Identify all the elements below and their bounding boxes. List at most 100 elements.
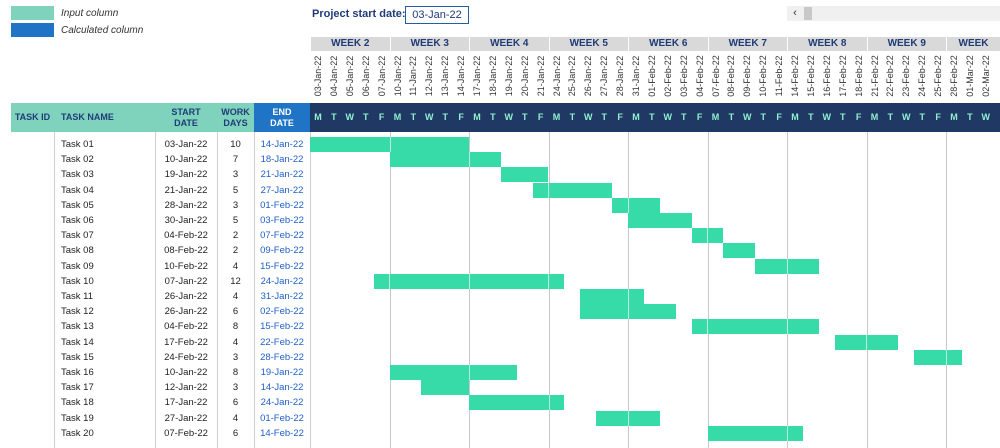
- start-date-cell[interactable]: 12-Jan-22: [164, 382, 208, 394]
- end-date-cell[interactable]: 28-Feb-22: [260, 351, 304, 363]
- work-days-cell[interactable]: 12: [230, 275, 241, 287]
- work-days-cell[interactable]: 10: [230, 139, 241, 150]
- end-date-cell[interactable]: 31-Jan-22: [260, 291, 304, 302]
- task-name-cell[interactable]: Task 15: [61, 351, 94, 363]
- gantt-bar[interactable]: [469, 395, 565, 411]
- task-name-cell[interactable]: Task 07: [61, 230, 94, 242]
- end-date-cell[interactable]: 19-Jan-22: [260, 367, 304, 378]
- project-start-date-input[interactable]: 03-Jan-22: [405, 6, 469, 24]
- end-date-cell[interactable]: 14-Jan-22: [260, 139, 304, 150]
- start-date-cell[interactable]: 24-Feb-22: [164, 351, 208, 363]
- work-days-cell[interactable]: 8: [232, 321, 239, 333]
- end-date-cell[interactable]: 24-Jan-22: [260, 397, 304, 409]
- task-name-cell[interactable]: Task 18: [61, 397, 94, 409]
- work-days-cell[interactable]: 3: [232, 169, 239, 181]
- start-date-cell[interactable]: 08-Feb-22: [164, 245, 208, 257]
- end-date-cell[interactable]: 02-Feb-22: [260, 306, 304, 318]
- task-name-cell[interactable]: Task 13: [61, 321, 94, 333]
- gantt-bar[interactable]: [580, 304, 676, 320]
- gantt-bar[interactable]: [914, 349, 962, 365]
- gantt-bar[interactable]: [723, 243, 756, 259]
- task-name-cell[interactable]: Task 04: [61, 184, 94, 196]
- work-days-cell[interactable]: 3: [232, 382, 239, 394]
- task-name-cell[interactable]: Task 02: [61, 154, 94, 166]
- gantt-bar[interactable]: [628, 213, 692, 228]
- start-date-cell[interactable]: 21-Jan-22: [164, 184, 208, 196]
- end-date-cell[interactable]: 01-Feb-22: [260, 199, 304, 211]
- end-date-cell[interactable]: 22-Feb-22: [260, 336, 304, 348]
- work-days-cell[interactable]: 3: [232, 199, 239, 211]
- end-date-cell[interactable]: 15-Feb-22: [260, 321, 304, 333]
- scroll-left-arrow-icon[interactable]: ‹: [787, 6, 803, 21]
- gantt-bar[interactable]: [421, 380, 469, 396]
- end-date-cell[interactable]: 14-Jan-22: [260, 382, 304, 394]
- end-date-cell[interactable]: 01-Feb-22: [260, 412, 304, 424]
- task-name-cell[interactable]: Task 16: [61, 367, 94, 378]
- task-name-cell[interactable]: Task 08: [61, 245, 94, 257]
- start-date-cell[interactable]: 17-Feb-22: [164, 336, 208, 348]
- start-date-cell[interactable]: 04-Feb-22: [164, 230, 208, 242]
- task-name-cell[interactable]: Task 06: [61, 215, 94, 226]
- work-days-cell[interactable]: 6: [232, 306, 239, 318]
- gantt-bar[interactable]: [389, 365, 517, 380]
- gantt-bar[interactable]: [580, 289, 644, 304]
- work-days-cell[interactable]: 3: [232, 351, 239, 363]
- gantt-bar[interactable]: [691, 228, 724, 244]
- task-name-cell[interactable]: Task 05: [61, 199, 94, 211]
- task-name-cell[interactable]: Task 03: [61, 169, 94, 181]
- gantt-bar[interactable]: [707, 425, 803, 441]
- start-date-cell[interactable]: 10-Jan-22: [164, 154, 208, 166]
- gantt-bar[interactable]: [532, 182, 613, 198]
- start-date-cell[interactable]: 07-Feb-22: [164, 427, 208, 439]
- start-date-cell[interactable]: 27-Jan-22: [164, 412, 208, 424]
- start-date-cell[interactable]: 30-Jan-22: [164, 215, 208, 226]
- end-date-cell[interactable]: 03-Feb-22: [260, 215, 304, 226]
- task-name-cell[interactable]: Task 01: [61, 139, 94, 150]
- task-name-cell[interactable]: Task 09: [61, 260, 94, 272]
- start-date-cell[interactable]: 17-Jan-22: [164, 397, 208, 409]
- gantt-bar[interactable]: [612, 197, 660, 213]
- end-date-cell[interactable]: 18-Jan-22: [260, 154, 304, 166]
- scroll-thumb[interactable]: [804, 7, 812, 20]
- task-name-cell[interactable]: Task 19: [61, 412, 94, 424]
- work-days-cell[interactable]: 2: [232, 230, 239, 242]
- start-date-cell[interactable]: 07-Jan-22: [164, 275, 208, 287]
- end-date-cell[interactable]: 21-Jan-22: [260, 169, 304, 181]
- start-date-cell[interactable]: 28-Jan-22: [164, 199, 208, 211]
- gantt-bar[interactable]: [596, 410, 660, 426]
- work-days-cell[interactable]: 6: [232, 427, 239, 439]
- end-date-cell[interactable]: 15-Feb-22: [260, 260, 304, 272]
- gantt-bar[interactable]: [500, 167, 549, 183]
- start-date-cell[interactable]: 26-Jan-22: [164, 306, 208, 318]
- end-date-cell[interactable]: 09-Feb-22: [260, 245, 304, 257]
- end-date-cell[interactable]: 07-Feb-22: [260, 230, 304, 242]
- work-days-cell[interactable]: 8: [232, 367, 239, 378]
- task-name-cell[interactable]: Task 11: [61, 291, 94, 302]
- task-name-cell[interactable]: Task 17: [61, 382, 94, 394]
- gantt-bar[interactable]: [310, 137, 469, 152]
- start-date-cell[interactable]: 19-Jan-22: [164, 169, 208, 181]
- end-date-cell[interactable]: 27-Jan-22: [260, 184, 304, 196]
- work-days-cell[interactable]: 2: [232, 245, 239, 257]
- start-date-cell[interactable]: 10-Jan-22: [164, 367, 208, 378]
- gantt-bar[interactable]: [373, 273, 565, 289]
- work-days-cell[interactable]: 4: [232, 412, 239, 424]
- gantt-bar[interactable]: [691, 319, 819, 335]
- work-days-cell[interactable]: 6: [232, 397, 239, 409]
- start-date-cell[interactable]: 04-Feb-22: [164, 321, 208, 333]
- end-date-cell[interactable]: 14-Feb-22: [260, 427, 304, 439]
- work-days-cell[interactable]: 7: [232, 154, 239, 166]
- work-days-cell[interactable]: 4: [232, 336, 239, 348]
- task-name-cell[interactable]: Task 12: [61, 306, 94, 318]
- gantt-bar[interactable]: [755, 258, 819, 274]
- work-days-cell[interactable]: 4: [232, 260, 239, 272]
- task-name-cell[interactable]: Task 10: [61, 275, 94, 287]
- task-name-cell[interactable]: Task 14: [61, 336, 94, 348]
- work-days-cell[interactable]: 4: [232, 291, 239, 302]
- end-date-cell[interactable]: 24-Jan-22: [260, 275, 304, 287]
- gantt-bar[interactable]: [834, 334, 899, 350]
- start-date-cell[interactable]: 26-Jan-22: [164, 291, 208, 302]
- horizontal-scrollbar[interactable]: ‹: [787, 6, 1000, 21]
- gantt-bar[interactable]: [389, 152, 501, 168]
- task-name-cell[interactable]: Task 20: [61, 427, 94, 439]
